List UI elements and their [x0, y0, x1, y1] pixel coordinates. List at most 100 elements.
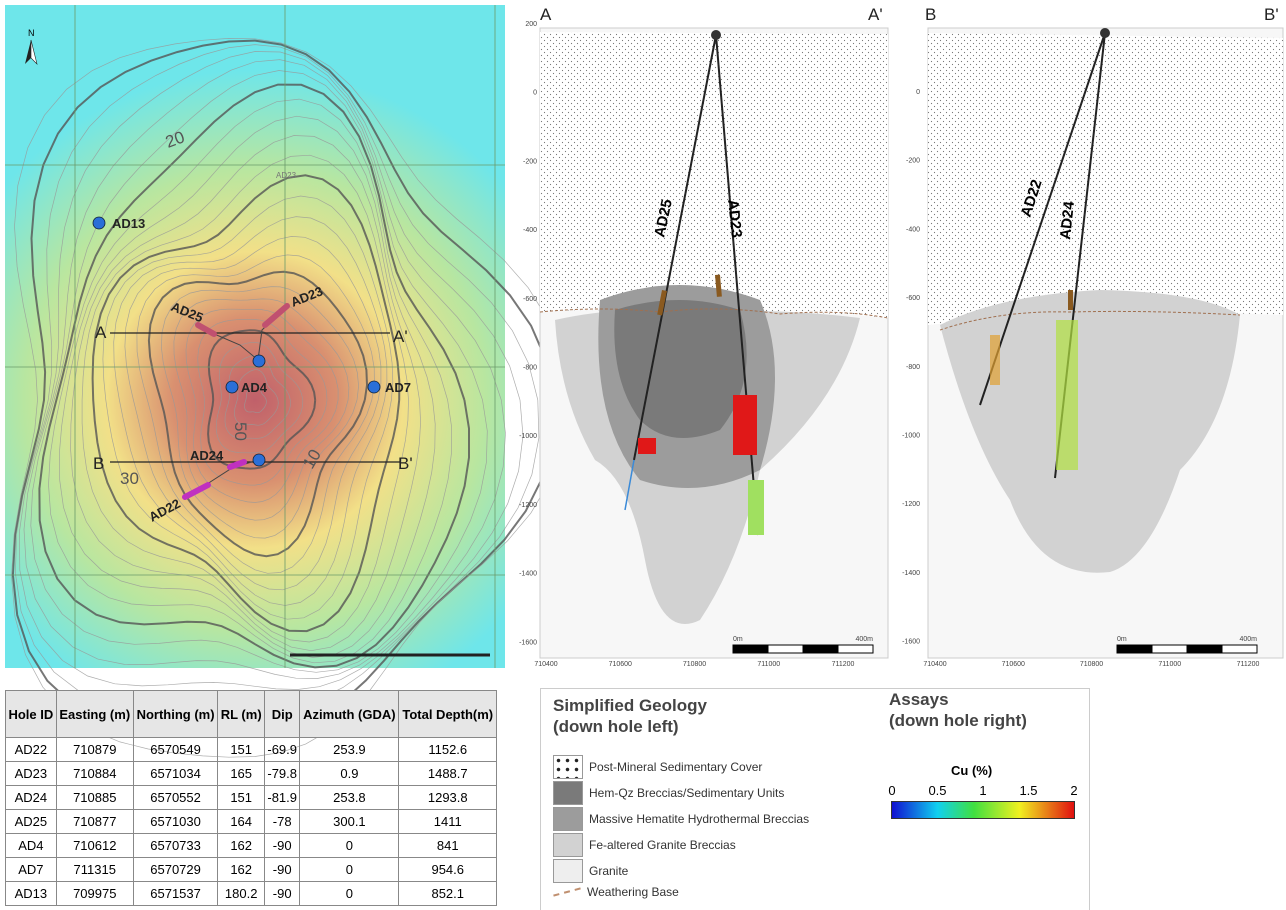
- section-b: B B' AD22 AD24 0-200-400-600-800-1000-12…: [902, 5, 1284, 668]
- table-cell: 1293.8: [398, 785, 497, 810]
- x-tick-label: 711200: [832, 661, 855, 668]
- contour: [70, 135, 421, 652]
- contour: [91, 174, 401, 633]
- legend-text: Post-Mineral Sedimentary Cover: [589, 760, 763, 774]
- scale-segment: [1186, 644, 1223, 654]
- y-tick-label: -1000: [902, 433, 920, 440]
- y-tick-label: -1600: [519, 639, 537, 646]
- table-cell: 300.1: [299, 809, 400, 834]
- table-cell: -90: [264, 857, 301, 882]
- y-tick-label: -1400: [519, 571, 537, 578]
- colorbar-tick: 0: [888, 783, 896, 798]
- section-label: A': [393, 327, 408, 346]
- header-cell: RL (m): [217, 690, 266, 738]
- contour: [197, 318, 328, 486]
- table-cell: 710877: [55, 809, 134, 834]
- table-cell: AD7: [5, 857, 57, 882]
- legend-item: Weathering Base: [553, 885, 679, 899]
- table-cell: 164: [217, 809, 266, 834]
- section-end: B: [925, 5, 936, 24]
- contour: [59, 115, 436, 658]
- scale-label: 0m: [1117, 636, 1127, 643]
- table-cell: 151: [217, 737, 266, 762]
- y-tick-label: -1200: [519, 502, 537, 509]
- table-cell: 253.9: [299, 737, 400, 762]
- header-cell: Dip: [264, 690, 301, 738]
- table-body: AD22 710879 6570549 151 -69.9 253.9 1152.6 AD23…: [5, 737, 497, 906]
- contour: [113, 216, 388, 606]
- table-cell: 253.8: [299, 785, 400, 810]
- table-row: AD25 710877 6571030 164 -78 300.1 1411: [5, 809, 497, 834]
- section-end: A': [868, 5, 883, 24]
- table-row: AD7 711315 6570729 162 -90 0 954.6: [5, 857, 497, 882]
- header-row: Hole ID Easting (m) Northing (m) RL (m) Dip A…: [5, 690, 497, 738]
- table-cell: 6570729: [132, 857, 219, 882]
- scale-segment: [1221, 644, 1258, 654]
- section-end: B': [1264, 5, 1279, 24]
- drill-trace: [633, 34, 717, 461]
- table-row: AD23 710884 6571034 165 -79.8 0.9 1488.7: [5, 761, 497, 786]
- drill-trace: [979, 32, 1106, 406]
- map-grid: [5, 5, 505, 668]
- north-arrow: [30, 39, 38, 65]
- svg-text:30: 30: [120, 469, 139, 488]
- y-tick-label: -800: [523, 365, 537, 372]
- table-cell: AD23: [5, 761, 57, 786]
- contour: [136, 254, 375, 574]
- y-tick-label: -1400: [902, 570, 920, 577]
- x-tick-label: 710600: [609, 661, 632, 668]
- colorbar-tick: 2: [1070, 783, 1078, 798]
- scale-label: 400m: [1239, 636, 1257, 643]
- section-label: B': [398, 454, 413, 473]
- assay-bar: [1056, 320, 1078, 470]
- table-cell: 1411: [398, 809, 497, 834]
- header-cell: Northing (m): [132, 690, 219, 738]
- table-cell: 954.6: [398, 857, 497, 882]
- table-cell: 151: [217, 785, 266, 810]
- scale-segment: [1151, 644, 1188, 654]
- hole-label: AD13: [112, 216, 145, 231]
- table-cell: -90: [264, 833, 301, 858]
- scale-segment: [767, 644, 804, 654]
- legend-swatch: [553, 859, 583, 883]
- table-cell: -90: [264, 881, 301, 906]
- table-cell: -78: [264, 809, 301, 834]
- table-cell: 709975: [55, 881, 134, 906]
- colorbar-tick: 1: [979, 783, 987, 798]
- legend-item: Hem-Qz Breccias/Sedimentary Units: [553, 781, 784, 805]
- table-cell: 6571034: [132, 761, 219, 786]
- legend: Simplified Geology (down hole left) Assay…: [540, 688, 1090, 910]
- colorbar-tick: 1.5: [1019, 783, 1038, 798]
- legend-text: Fe-altered Granite Breccias: [589, 838, 736, 852]
- table-cell: 180.2: [217, 881, 266, 906]
- contour: [244, 384, 267, 414]
- y-tick-label: -1200: [902, 501, 920, 508]
- hole-label: AD23: [724, 199, 745, 239]
- scale-label: 0m: [733, 636, 743, 643]
- cover: [540, 32, 888, 318]
- contour: [234, 369, 279, 426]
- legend-item: Fe-altered Granite Breccias: [553, 833, 736, 857]
- title-line: Assays: [889, 690, 949, 709]
- y-tick-label: -400: [906, 226, 920, 233]
- collars: [92, 216, 381, 467]
- north-label: N: [28, 28, 35, 38]
- contour: [19, 51, 524, 690]
- ticks: 0 -200 -400 -600 -800 -1000 -1200 -1400 -1600 710…: [902, 89, 1259, 668]
- legend-title: Assays (down hole right): [889, 689, 1027, 731]
- scale-segment: [1116, 644, 1153, 654]
- section-label: B: [93, 454, 104, 473]
- legend-swatch: [553, 781, 583, 805]
- table-cell: 6570552: [132, 785, 219, 810]
- legend-text: Massive Hematite Hydrothermal Breccias: [589, 812, 810, 826]
- contour: [102, 195, 394, 620]
- scale-segment: [802, 644, 839, 654]
- title-line: (down hole left): [553, 717, 679, 736]
- table-cell: 841: [398, 833, 497, 858]
- map: AD13 AD25 AD23 AD4 AD7 AD24 AD22 AD23 A …: [5, 5, 569, 758]
- contour: [185, 308, 339, 503]
- table-cell: 6570733: [132, 833, 219, 858]
- contour: [161, 286, 359, 539]
- scale-label: 400m: [855, 636, 873, 643]
